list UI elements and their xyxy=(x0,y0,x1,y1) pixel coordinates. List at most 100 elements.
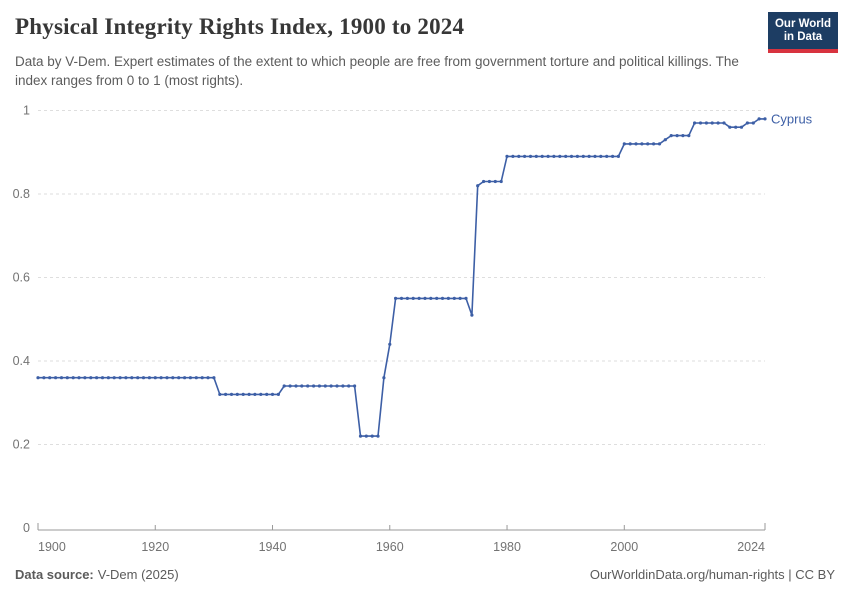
owid-logo[interactable]: Our World in Data xyxy=(768,12,838,53)
data-point[interactable] xyxy=(704,121,709,125)
data-point[interactable] xyxy=(347,384,351,388)
data-point[interactable] xyxy=(722,121,726,125)
data-point[interactable] xyxy=(681,134,685,138)
data-point[interactable] xyxy=(136,376,140,380)
data-point[interactable] xyxy=(270,392,275,396)
data-point[interactable] xyxy=(693,121,697,125)
data-point[interactable] xyxy=(282,384,286,388)
data-point[interactable] xyxy=(528,154,533,158)
data-point[interactable] xyxy=(470,313,474,317)
data-point[interactable] xyxy=(218,392,222,396)
data-point[interactable] xyxy=(194,376,198,380)
data-point[interactable] xyxy=(599,154,603,158)
data-point[interactable] xyxy=(159,376,163,380)
data-point[interactable] xyxy=(177,376,181,380)
data-point[interactable] xyxy=(388,342,392,346)
data-point[interactable] xyxy=(95,376,99,380)
data-point[interactable] xyxy=(253,392,257,396)
data-point[interactable] xyxy=(112,376,116,380)
data-point[interactable] xyxy=(669,134,673,138)
data-point[interactable] xyxy=(499,179,503,184)
series-label-cyprus[interactable]: Cyprus xyxy=(771,111,813,126)
data-point[interactable] xyxy=(546,154,550,158)
data-point[interactable] xyxy=(423,296,427,300)
data-point[interactable] xyxy=(118,376,122,380)
data-point[interactable] xyxy=(575,154,580,158)
data-point[interactable] xyxy=(36,376,40,380)
data-point[interactable] xyxy=(464,296,468,300)
data-point[interactable] xyxy=(200,376,204,380)
data-point[interactable] xyxy=(106,376,110,380)
data-point[interactable] xyxy=(482,179,486,184)
data-point[interactable] xyxy=(376,434,380,438)
data-point[interactable] xyxy=(147,376,151,380)
data-point[interactable] xyxy=(534,154,538,158)
data-point[interactable] xyxy=(435,296,439,300)
data-point[interactable] xyxy=(353,384,357,388)
data-point[interactable] xyxy=(663,138,667,142)
data-point[interactable] xyxy=(622,142,626,146)
data-point[interactable] xyxy=(745,121,750,125)
data-point[interactable] xyxy=(698,121,703,125)
data-point[interactable] xyxy=(241,392,245,396)
data-point[interactable] xyxy=(341,384,345,388)
data-point[interactable] xyxy=(312,384,316,388)
data-point[interactable] xyxy=(259,392,263,396)
data-point[interactable] xyxy=(54,376,58,380)
data-point[interactable] xyxy=(739,125,744,129)
data-point[interactable] xyxy=(59,376,64,380)
data-point[interactable] xyxy=(130,376,134,380)
data-point[interactable] xyxy=(183,376,187,380)
data-point[interactable] xyxy=(540,154,544,158)
data-point[interactable] xyxy=(675,134,679,138)
data-point[interactable] xyxy=(569,154,574,158)
data-point[interactable] xyxy=(487,179,491,184)
data-point[interactable] xyxy=(640,142,644,146)
data-point[interactable] xyxy=(300,384,304,388)
data-point[interactable] xyxy=(587,154,591,158)
data-point[interactable] xyxy=(593,154,597,158)
data-point[interactable] xyxy=(265,392,269,396)
data-point[interactable] xyxy=(100,376,105,380)
data-point[interactable] xyxy=(171,376,175,380)
data-point[interactable] xyxy=(206,376,210,380)
data-point[interactable] xyxy=(452,296,456,300)
data-point[interactable] xyxy=(581,154,585,158)
data-point[interactable] xyxy=(411,296,415,300)
data-point[interactable] xyxy=(247,392,251,396)
data-point[interactable] xyxy=(358,434,363,438)
data-point[interactable] xyxy=(124,376,128,380)
data-point[interactable] xyxy=(394,296,398,300)
data-point[interactable] xyxy=(370,434,374,438)
data-point[interactable] xyxy=(763,117,767,121)
data-point[interactable] xyxy=(294,384,298,388)
data-point[interactable] xyxy=(646,142,650,146)
cyprus-series[interactable]: Cyprus xyxy=(36,111,813,438)
data-point[interactable] xyxy=(511,154,515,158)
data-point[interactable] xyxy=(716,121,720,125)
data-point[interactable] xyxy=(757,117,761,121)
data-point[interactable] xyxy=(616,154,621,158)
data-point[interactable] xyxy=(306,384,310,388)
data-point[interactable] xyxy=(77,376,81,380)
data-point[interactable] xyxy=(399,296,404,300)
data-point[interactable] xyxy=(429,296,433,300)
data-point[interactable] xyxy=(751,121,755,125)
data-point[interactable] xyxy=(188,376,192,380)
data-point[interactable] xyxy=(493,179,497,184)
data-point[interactable] xyxy=(71,376,75,380)
data-point[interactable] xyxy=(440,296,445,300)
data-point[interactable] xyxy=(417,296,421,300)
data-point[interactable] xyxy=(48,376,52,380)
data-point[interactable] xyxy=(652,142,656,146)
data-point[interactable] xyxy=(65,376,69,380)
data-point[interactable] xyxy=(329,384,333,388)
data-point[interactable] xyxy=(235,392,239,396)
credit-link[interactable]: OurWorldinData.org/human-rights | CC BY xyxy=(589,567,835,582)
data-point[interactable] xyxy=(458,296,462,300)
data-point[interactable] xyxy=(317,384,321,388)
data-point[interactable] xyxy=(734,125,738,129)
data-point[interactable] xyxy=(153,376,157,380)
data-point[interactable] xyxy=(288,384,292,388)
data-point[interactable] xyxy=(141,376,146,380)
